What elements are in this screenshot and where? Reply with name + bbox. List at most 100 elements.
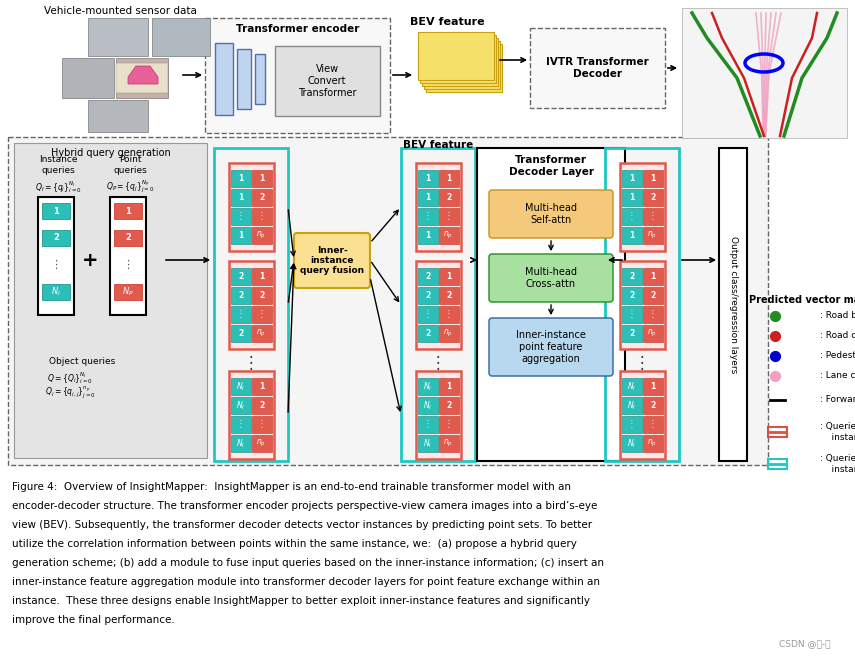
- Bar: [642, 170, 663, 187]
- Text: 2: 2: [425, 291, 430, 300]
- Text: ⋮: ⋮: [444, 309, 453, 319]
- Text: generation scheme; (b) add a module to fuse input queries based on the inner-ins: generation scheme; (b) add a module to f…: [12, 558, 604, 568]
- Text: 1: 1: [629, 174, 634, 183]
- Bar: [237, 49, 251, 109]
- Text: 2: 2: [53, 233, 59, 242]
- Text: Multi-head
Cross-attn: Multi-head Cross-attn: [525, 267, 577, 289]
- Text: 2: 2: [259, 193, 264, 202]
- Bar: [439, 208, 458, 225]
- Text: : Queries of the same
    instance: : Queries of the same instance: [820, 422, 855, 442]
- Text: $N_I$: $N_I$: [627, 399, 636, 412]
- Bar: [439, 287, 458, 304]
- Text: $N_I$: $N_I$: [236, 399, 245, 412]
- Text: Predicted vector map: Predicted vector map: [749, 295, 855, 305]
- Text: Multi-head
Self-attn: Multi-head Self-attn: [525, 203, 577, 225]
- Bar: [251, 397, 272, 414]
- Text: Inner-
instance
query fusion: Inner- instance query fusion: [300, 246, 364, 275]
- Text: $Q_I = \{q_i\}_{i=0}^{N_I}$: $Q_I = \{q_i\}_{i=0}^{N_I}$: [35, 179, 81, 195]
- Bar: [622, 416, 641, 433]
- Bar: [88, 100, 148, 132]
- Text: $N_I$: $N_I$: [423, 380, 432, 393]
- Text: : Forward: : Forward: [820, 396, 855, 405]
- Bar: [439, 227, 458, 244]
- Text: ⋮: ⋮: [422, 420, 433, 430]
- Text: 1: 1: [650, 174, 655, 183]
- Text: $N_I$: $N_I$: [627, 380, 636, 393]
- Bar: [14, 143, 207, 458]
- Text: $N_I$: $N_I$: [236, 438, 245, 450]
- Text: $n_p$: $n_p$: [444, 438, 453, 449]
- Text: $Q = \{Q_i\}_{i=0}^{N_I}$: $Q = \{Q_i\}_{i=0}^{N_I}$: [47, 370, 93, 386]
- Bar: [417, 325, 438, 342]
- Bar: [251, 170, 272, 187]
- Bar: [114, 203, 142, 219]
- Text: 2: 2: [238, 272, 243, 281]
- Bar: [251, 268, 272, 285]
- Bar: [42, 230, 70, 246]
- Bar: [416, 163, 461, 251]
- Text: +: +: [82, 250, 98, 269]
- Text: 1: 1: [445, 272, 451, 281]
- Text: $n_p$: $n_p$: [256, 438, 267, 449]
- Bar: [205, 18, 390, 133]
- Bar: [417, 170, 438, 187]
- Point: [768, 351, 781, 361]
- Text: 2: 2: [125, 233, 131, 242]
- Text: $N_I$: $N_I$: [51, 286, 61, 298]
- Bar: [251, 189, 272, 206]
- Bar: [416, 371, 461, 459]
- Bar: [620, 163, 664, 251]
- Text: $n_p$: $n_p$: [444, 328, 453, 339]
- Bar: [417, 416, 438, 433]
- Bar: [42, 284, 70, 300]
- Text: ⋮: ⋮: [422, 212, 433, 221]
- Bar: [275, 46, 380, 116]
- Text: 1: 1: [629, 231, 634, 240]
- Text: 2: 2: [445, 401, 451, 410]
- Text: 2: 2: [629, 272, 634, 281]
- Bar: [231, 397, 251, 414]
- Text: $N_P$: $N_P$: [122, 286, 134, 298]
- Text: 1: 1: [125, 206, 131, 215]
- Text: 1: 1: [259, 382, 264, 391]
- Bar: [642, 208, 663, 225]
- Bar: [682, 8, 847, 138]
- Text: $N_I$: $N_I$: [423, 399, 432, 412]
- Bar: [439, 378, 458, 395]
- Bar: [642, 325, 663, 342]
- Text: Object queries: Object queries: [49, 357, 115, 367]
- Bar: [251, 306, 272, 323]
- Bar: [231, 325, 251, 342]
- Bar: [231, 208, 251, 225]
- Text: instance.  These three designs enable InsightMapper to better exploit inner-inst: instance. These three designs enable Ins…: [12, 596, 590, 606]
- Text: 2: 2: [445, 193, 451, 202]
- Point: [768, 371, 781, 381]
- Bar: [424, 41, 500, 89]
- Text: 1: 1: [259, 174, 264, 183]
- Text: ⋮: ⋮: [236, 212, 245, 221]
- Text: Output class/regression layers: Output class/regression layers: [728, 236, 738, 373]
- Bar: [642, 378, 663, 395]
- Text: Instance
queries: Instance queries: [38, 155, 77, 175]
- Bar: [251, 378, 272, 395]
- Bar: [622, 287, 641, 304]
- Bar: [439, 189, 458, 206]
- Bar: [417, 435, 438, 452]
- Text: : Road dividers: : Road dividers: [820, 332, 855, 340]
- Bar: [620, 371, 664, 459]
- Bar: [605, 148, 679, 461]
- Text: $N_I$: $N_I$: [423, 438, 432, 450]
- Bar: [422, 38, 498, 86]
- Text: ⋮: ⋮: [50, 260, 62, 270]
- Text: 2: 2: [425, 329, 430, 338]
- Bar: [62, 58, 114, 98]
- Text: ⋮: ⋮: [422, 309, 433, 319]
- Text: : Road boundaries: : Road boundaries: [820, 311, 855, 321]
- Bar: [228, 371, 274, 459]
- Text: View
Convert
Transformer: View Convert Transformer: [298, 64, 357, 98]
- Bar: [417, 189, 438, 206]
- Text: $Q_P = \{q_j\}_{j=0}^{N_P}$: $Q_P = \{q_j\}_{j=0}^{N_P}$: [106, 179, 154, 195]
- Text: 2: 2: [259, 401, 264, 410]
- Text: Transformer
Decoder Layer: Transformer Decoder Layer: [509, 155, 593, 177]
- Text: 2: 2: [259, 291, 264, 300]
